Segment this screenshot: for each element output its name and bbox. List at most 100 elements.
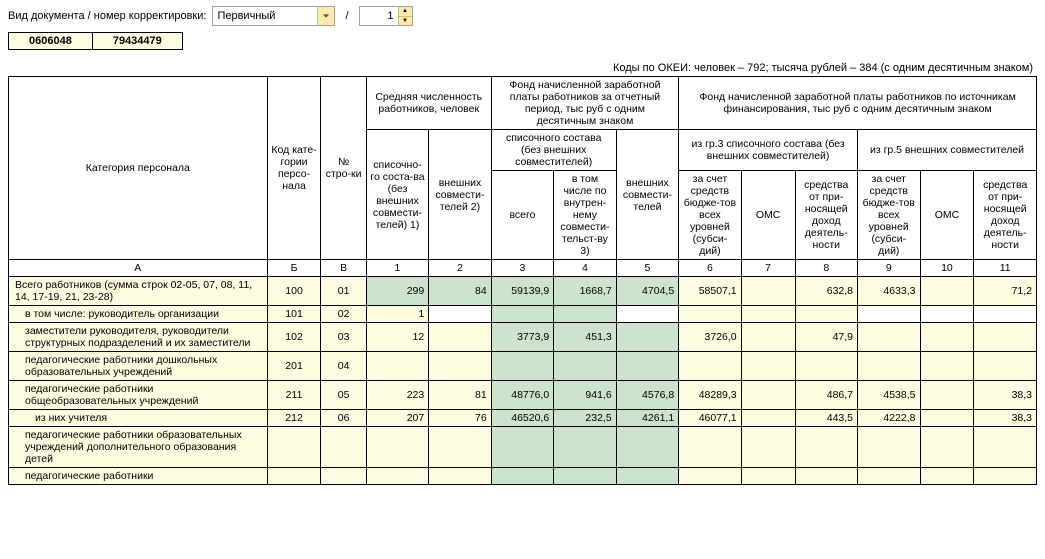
- data-cell[interactable]: 3726,0: [679, 323, 741, 352]
- data-cell[interactable]: 48289,3: [679, 381, 741, 410]
- doc-type-dropdown-button[interactable]: [317, 7, 334, 25]
- data-cell[interactable]: 941,6: [554, 381, 616, 410]
- data-cell[interactable]: [679, 306, 741, 323]
- data-cell[interactable]: [741, 468, 795, 485]
- data-cell[interactable]: [616, 306, 678, 323]
- data-cell[interactable]: [795, 468, 857, 485]
- data-cell[interactable]: 48776,0: [491, 381, 553, 410]
- data-cell[interactable]: 81: [429, 381, 492, 410]
- data-cell[interactable]: [616, 323, 678, 352]
- data-cell[interactable]: [920, 323, 974, 352]
- data-cell[interactable]: [616, 468, 678, 485]
- data-cell[interactable]: [858, 352, 920, 381]
- data-cell[interactable]: [795, 352, 857, 381]
- data-cell[interactable]: [554, 427, 616, 468]
- data-cell[interactable]: [429, 323, 492, 352]
- data-cell[interactable]: [429, 468, 492, 485]
- data-cell[interactable]: [741, 427, 795, 468]
- correction-number-spinner[interactable]: ▲ ▼: [359, 6, 413, 26]
- data-cell[interactable]: 486,7: [795, 381, 857, 410]
- data-cell[interactable]: 38,3: [974, 381, 1037, 410]
- data-cell[interactable]: 299: [366, 277, 428, 306]
- data-cell[interactable]: [366, 352, 428, 381]
- data-cell[interactable]: 47,9: [795, 323, 857, 352]
- data-cell[interactable]: 4633,3: [858, 277, 920, 306]
- data-cell[interactable]: [554, 352, 616, 381]
- data-cell[interactable]: 232,5: [554, 410, 616, 427]
- doc-type-combo[interactable]: [212, 6, 335, 26]
- data-cell[interactable]: 76: [429, 410, 492, 427]
- data-cell[interactable]: [974, 306, 1037, 323]
- data-cell[interactable]: [920, 352, 974, 381]
- data-cell[interactable]: [920, 410, 974, 427]
- data-cell[interactable]: 207: [366, 410, 428, 427]
- data-cell[interactable]: 1: [366, 306, 428, 323]
- data-cell[interactable]: [974, 468, 1037, 485]
- data-cell[interactable]: [920, 427, 974, 468]
- data-cell[interactable]: [741, 277, 795, 306]
- data-cell[interactable]: [616, 427, 678, 468]
- letter-cell: 2: [429, 260, 492, 277]
- data-cell[interactable]: 4261,1: [616, 410, 678, 427]
- data-cell[interactable]: [679, 468, 741, 485]
- data-cell[interactable]: [920, 381, 974, 410]
- data-cell[interactable]: [795, 306, 857, 323]
- data-cell[interactable]: [554, 306, 616, 323]
- data-cell[interactable]: [491, 306, 553, 323]
- data-cell[interactable]: [491, 352, 553, 381]
- data-cell[interactable]: [366, 468, 428, 485]
- data-cell[interactable]: [920, 277, 974, 306]
- data-cell[interactable]: 4222,8: [858, 410, 920, 427]
- data-cell[interactable]: 4538,5: [858, 381, 920, 410]
- data-cell[interactable]: 46077,1: [679, 410, 741, 427]
- data-cell[interactable]: [741, 410, 795, 427]
- data-cell[interactable]: [741, 323, 795, 352]
- data-cell[interactable]: 1668,7: [554, 277, 616, 306]
- data-cell[interactable]: 4704,5: [616, 277, 678, 306]
- data-cell[interactable]: [429, 352, 492, 381]
- data-cell[interactable]: [920, 306, 974, 323]
- data-cell[interactable]: 632,8: [795, 277, 857, 306]
- correction-number-input[interactable]: [360, 7, 398, 25]
- data-cell[interactable]: [491, 468, 553, 485]
- data-cell[interactable]: [858, 427, 920, 468]
- data-cell[interactable]: [616, 352, 678, 381]
- data-cell[interactable]: [795, 427, 857, 468]
- data-cell[interactable]: [974, 352, 1037, 381]
- data-cell[interactable]: 223: [366, 381, 428, 410]
- data-cell[interactable]: 4576,8: [616, 381, 678, 410]
- data-cell[interactable]: 46520,6: [491, 410, 553, 427]
- data-cell[interactable]: 71,2: [974, 277, 1037, 306]
- data-cell[interactable]: 58507,1: [679, 277, 741, 306]
- row-code: [267, 468, 321, 485]
- data-cell[interactable]: 38,3: [974, 410, 1037, 427]
- spinner-down-button[interactable]: ▼: [398, 17, 412, 26]
- data-cell[interactable]: [858, 323, 920, 352]
- spinner-up-button[interactable]: ▲: [398, 7, 412, 17]
- data-cell[interactable]: [429, 306, 492, 323]
- doc-type-input[interactable]: [213, 7, 317, 25]
- data-cell[interactable]: [741, 306, 795, 323]
- data-cell[interactable]: 3773,9: [491, 323, 553, 352]
- data-cell[interactable]: [491, 427, 553, 468]
- data-cell[interactable]: [554, 468, 616, 485]
- data-cell[interactable]: 12: [366, 323, 428, 352]
- data-cell[interactable]: [920, 468, 974, 485]
- data-cell[interactable]: 59139,9: [491, 277, 553, 306]
- data-cell[interactable]: [974, 323, 1037, 352]
- row-code: 100: [267, 277, 321, 306]
- data-cell[interactable]: [366, 427, 428, 468]
- letter-cell: 6: [679, 260, 741, 277]
- data-cell[interactable]: [858, 468, 920, 485]
- data-cell[interactable]: [741, 381, 795, 410]
- data-cell[interactable]: [679, 352, 741, 381]
- data-cell[interactable]: 451,3: [554, 323, 616, 352]
- data-cell[interactable]: [858, 306, 920, 323]
- data-cell[interactable]: [741, 352, 795, 381]
- data-cell[interactable]: 443,5: [795, 410, 857, 427]
- letter-cell: 5: [616, 260, 678, 277]
- data-cell[interactable]: [974, 427, 1037, 468]
- data-cell[interactable]: [679, 427, 741, 468]
- data-cell[interactable]: [429, 427, 492, 468]
- data-cell[interactable]: 84: [429, 277, 492, 306]
